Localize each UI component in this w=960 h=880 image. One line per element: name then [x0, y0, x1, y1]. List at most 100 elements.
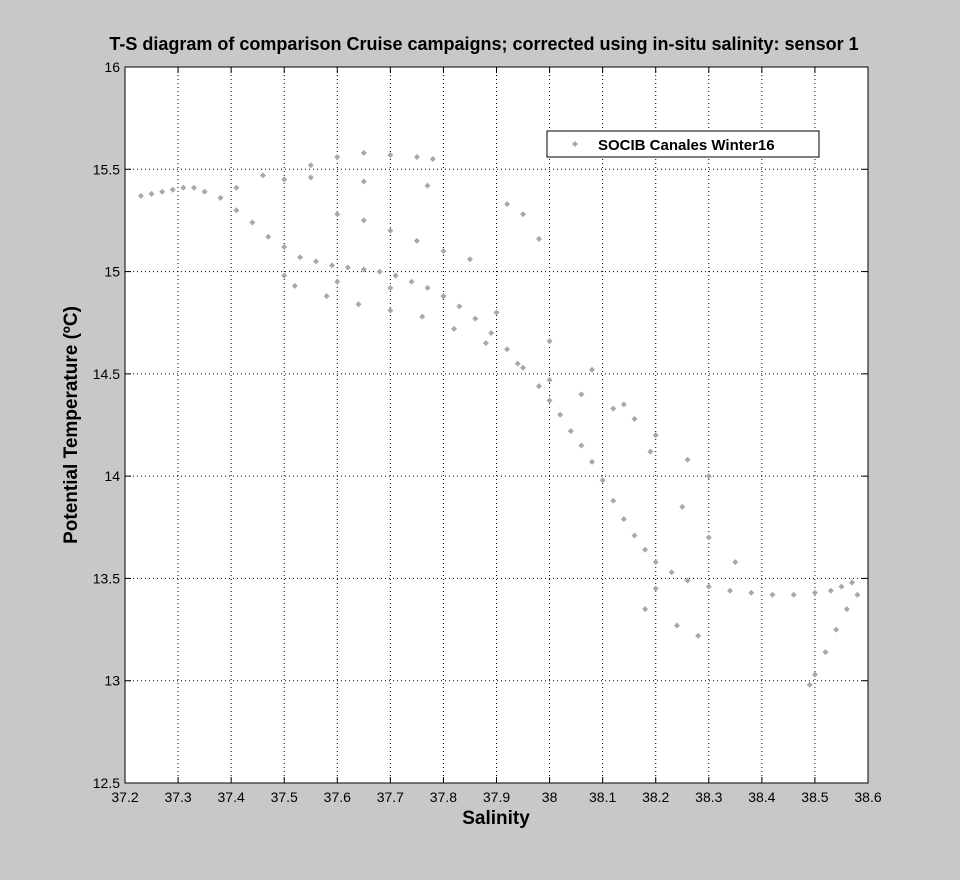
data-point — [833, 626, 840, 633]
data-point — [137, 192, 144, 199]
data-points — [137, 149, 861, 688]
data-point — [811, 589, 818, 596]
data-point — [281, 272, 288, 279]
legend: SOCIB Canales Winter16 — [546, 130, 820, 158]
data-point — [589, 458, 596, 465]
data-point — [642, 546, 649, 553]
data-point — [567, 428, 574, 435]
grid — [125, 67, 868, 783]
data-point — [159, 188, 166, 195]
y-tick-label: 13.5 — [93, 570, 120, 586]
data-point — [451, 325, 458, 332]
data-point — [652, 432, 659, 439]
data-point — [265, 233, 272, 240]
y-tick-label: 14 — [104, 468, 120, 484]
data-point — [334, 211, 341, 218]
data-point — [217, 194, 224, 201]
data-point — [360, 149, 367, 156]
data-point — [504, 201, 511, 208]
data-point — [854, 591, 861, 598]
data-point — [520, 211, 527, 218]
data-point — [620, 401, 627, 408]
x-tick-label: 38.5 — [801, 789, 828, 805]
data-point — [806, 681, 813, 688]
data-point — [647, 448, 654, 455]
data-point — [334, 278, 341, 285]
data-point — [578, 391, 585, 398]
data-point — [233, 184, 240, 191]
data-point — [323, 293, 330, 300]
data-point — [249, 219, 256, 226]
y-tick-label: 12.5 — [93, 775, 120, 791]
data-point — [520, 364, 527, 371]
data-point — [679, 503, 686, 510]
data-point — [827, 587, 834, 594]
x-tick-label: 37.9 — [483, 789, 510, 805]
data-point — [419, 313, 426, 320]
data-point — [705, 534, 712, 541]
data-point — [424, 284, 431, 291]
data-point — [456, 303, 463, 310]
data-point — [387, 227, 394, 234]
data-point — [307, 162, 314, 169]
data-point — [387, 307, 394, 314]
data-point — [610, 405, 617, 412]
legend-entry-socib-canales-winter16: SOCIB Canales Winter16 — [598, 137, 775, 154]
x-tick-label: 38.1 — [589, 789, 616, 805]
x-tick-label: 37.8 — [430, 789, 457, 805]
data-point — [652, 585, 659, 592]
data-point — [504, 346, 511, 353]
y-tick-label: 16 — [104, 59, 120, 75]
x-tick-label: 37.6 — [324, 789, 351, 805]
y-axis-label: Potential Temperature (ºC) — [61, 306, 82, 544]
data-point — [849, 579, 856, 586]
data-point — [493, 309, 500, 316]
data-point — [488, 329, 495, 336]
data-point — [201, 188, 208, 195]
data-point — [790, 591, 797, 598]
x-tick-label: 37.2 — [111, 789, 138, 805]
x-tick-label: 38.3 — [695, 789, 722, 805]
data-point — [408, 278, 415, 285]
x-axis-ticks: 37.2 37.3 37.4 37.5 37.6 37.7 37.8 37.9 38 38.1 38… — [111, 67, 882, 805]
data-point — [578, 442, 585, 449]
x-axis-label: Salinity — [462, 808, 530, 829]
legend-marker — [572, 141, 578, 147]
data-point — [307, 174, 314, 181]
data-point — [822, 649, 829, 656]
chart-title: T-S diagram of comparison Cruise campaig… — [109, 34, 858, 54]
data-point — [190, 184, 197, 191]
x-tick-label: 37.7 — [377, 789, 404, 805]
data-point — [705, 473, 712, 480]
y-tick-label: 13 — [104, 673, 120, 689]
data-point — [440, 293, 447, 300]
data-point — [297, 254, 304, 261]
data-point — [281, 244, 288, 251]
data-point — [233, 207, 240, 214]
x-tick-label: 38.6 — [854, 789, 881, 805]
data-point — [673, 622, 680, 629]
data-point — [546, 397, 553, 404]
data-point — [838, 583, 845, 590]
y-axis-ticks: 12.5 13 13.5 14 14.5 15 15.5 16 — [93, 59, 868, 791]
data-point — [424, 182, 431, 189]
data-point — [360, 266, 367, 273]
data-point — [748, 589, 755, 596]
data-point — [466, 256, 473, 263]
data-point — [387, 284, 394, 291]
data-point — [259, 172, 266, 179]
data-point — [668, 569, 675, 576]
y-tick-label: 15 — [104, 264, 120, 280]
data-point — [546, 338, 553, 345]
data-point — [546, 376, 553, 383]
data-point — [557, 411, 564, 418]
data-point — [180, 184, 187, 191]
data-point — [732, 559, 739, 566]
data-point — [620, 516, 627, 523]
data-point — [344, 264, 351, 271]
data-point — [705, 583, 712, 590]
data-point — [328, 262, 335, 269]
data-point — [360, 217, 367, 224]
data-point — [148, 190, 155, 197]
data-point — [413, 154, 420, 161]
